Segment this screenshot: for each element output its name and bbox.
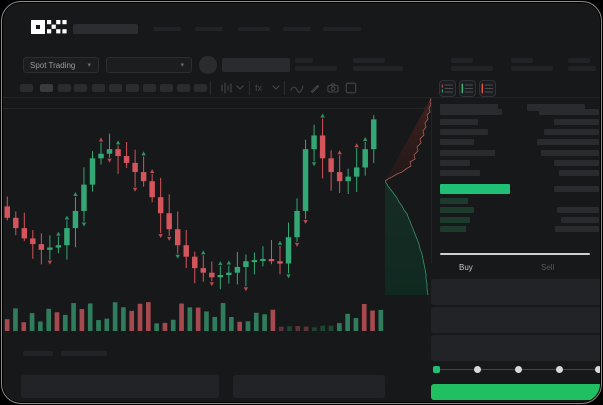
svg-text:fx: fx: [255, 83, 263, 93]
